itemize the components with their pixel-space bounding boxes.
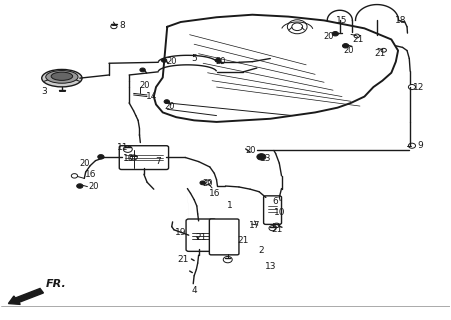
FancyBboxPatch shape	[186, 219, 216, 252]
Circle shape	[77, 184, 83, 188]
Ellipse shape	[46, 70, 78, 83]
Circle shape	[161, 59, 167, 62]
Text: 20: 20	[166, 57, 177, 66]
Text: 20: 20	[323, 32, 334, 41]
Text: 20: 20	[216, 57, 226, 66]
Text: 20: 20	[245, 146, 255, 155]
Circle shape	[98, 155, 104, 159]
Text: 18: 18	[395, 16, 406, 25]
Text: 14: 14	[146, 92, 157, 101]
Text: 16: 16	[208, 189, 220, 198]
Text: 11: 11	[117, 143, 128, 152]
FancyBboxPatch shape	[119, 146, 169, 170]
Circle shape	[332, 32, 338, 36]
Text: 20: 20	[88, 182, 98, 191]
Text: 20: 20	[139, 81, 150, 90]
Text: 17: 17	[249, 220, 260, 229]
Text: 21: 21	[177, 255, 189, 264]
Text: 20: 20	[79, 159, 90, 168]
Circle shape	[140, 68, 145, 72]
Text: 21: 21	[238, 236, 249, 245]
Circle shape	[215, 59, 221, 62]
Text: 21: 21	[195, 233, 207, 242]
Text: 20: 20	[202, 179, 213, 188]
FancyBboxPatch shape	[263, 196, 281, 224]
Text: 12: 12	[413, 83, 424, 92]
Text: 13: 13	[260, 154, 272, 163]
Text: 2: 2	[258, 246, 264, 255]
Text: 19: 19	[175, 228, 186, 237]
Ellipse shape	[51, 72, 73, 80]
Text: 13: 13	[265, 262, 276, 271]
Circle shape	[164, 100, 170, 104]
Text: 6: 6	[272, 197, 278, 206]
Text: 15: 15	[336, 16, 348, 25]
Circle shape	[257, 154, 266, 160]
Text: 16: 16	[85, 170, 97, 179]
Text: 21: 21	[352, 35, 364, 44]
Text: 8: 8	[120, 21, 125, 30]
Text: 20: 20	[164, 101, 175, 111]
Text: 3: 3	[41, 87, 47, 96]
FancyArrow shape	[9, 288, 43, 304]
Text: 9: 9	[418, 141, 423, 150]
FancyBboxPatch shape	[209, 219, 239, 255]
Text: 21: 21	[374, 49, 386, 58]
Text: 10: 10	[274, 208, 285, 217]
Circle shape	[200, 181, 205, 185]
Text: 1: 1	[227, 202, 233, 211]
Text: 21: 21	[272, 225, 283, 234]
Text: 10: 10	[124, 154, 135, 163]
Text: FR.: FR.	[45, 279, 66, 289]
Circle shape	[342, 44, 349, 48]
Text: 20: 20	[344, 46, 354, 55]
Ellipse shape	[42, 69, 82, 87]
Text: 4: 4	[191, 285, 197, 295]
Text: 7: 7	[156, 157, 161, 166]
Text: 5: 5	[191, 54, 197, 63]
